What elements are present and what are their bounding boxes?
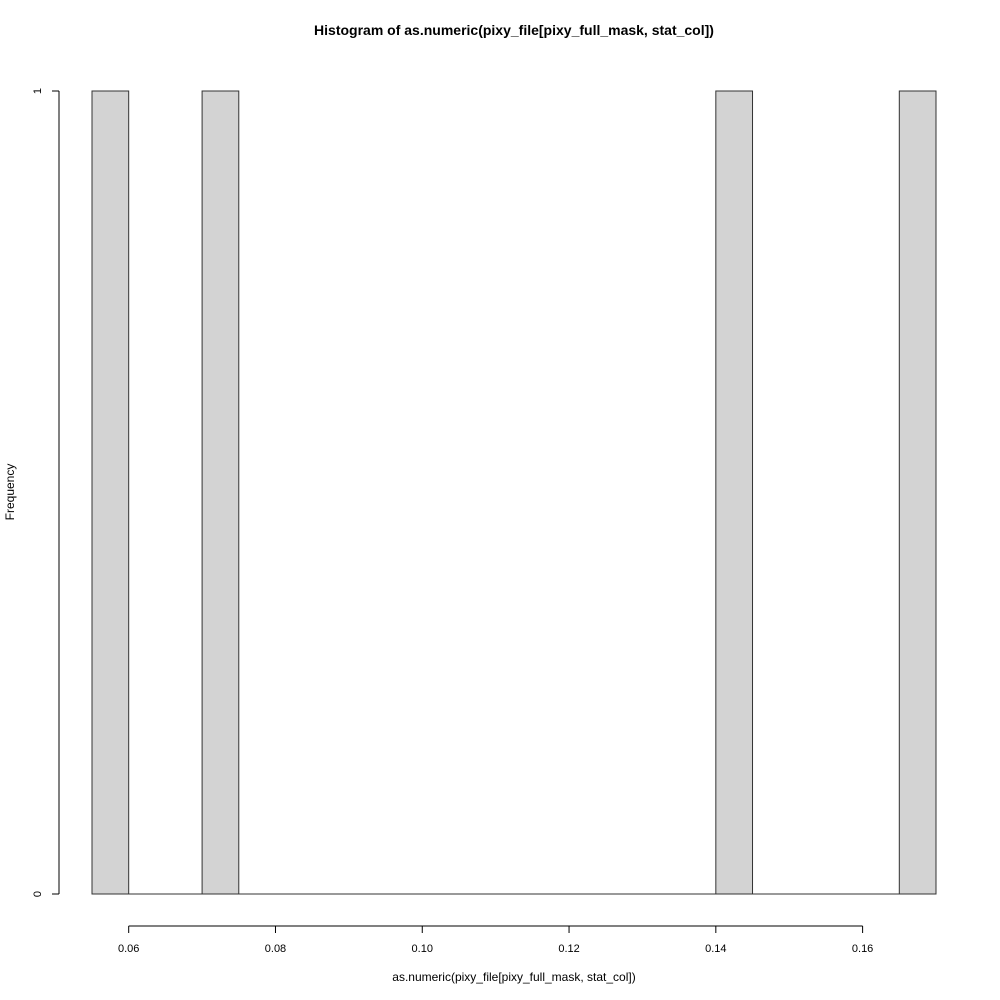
y-tick-label: 1 bbox=[32, 88, 44, 94]
y-axis: 01 bbox=[32, 88, 60, 897]
y-axis-label: Frequency bbox=[3, 464, 17, 521]
histogram-bar bbox=[201, 90, 240, 895]
x-tick-label: 0.14 bbox=[705, 943, 726, 955]
y-tick-label: 0 bbox=[32, 891, 44, 897]
x-tick-label: 0.06 bbox=[118, 943, 139, 955]
x-tick-label: 0.16 bbox=[852, 943, 873, 955]
chart-title: Histogram of as.numeric(pixy_file[pixy_f… bbox=[314, 22, 714, 38]
histogram-bar bbox=[91, 90, 130, 895]
x-tick-label: 0.10 bbox=[412, 943, 433, 955]
x-axis-label: as.numeric(pixy_file[pixy_full_mask, sta… bbox=[392, 970, 635, 984]
x-axis: 0.06 0.08 0.10 0.12 0.14 0.16 bbox=[118, 925, 873, 955]
x-tick-label: 0.08 bbox=[265, 943, 286, 955]
x-tick-label: 0.12 bbox=[558, 943, 579, 955]
histogram-bar bbox=[898, 90, 937, 895]
histogram-bar bbox=[715, 90, 754, 895]
histogram-bars bbox=[91, 90, 937, 895]
